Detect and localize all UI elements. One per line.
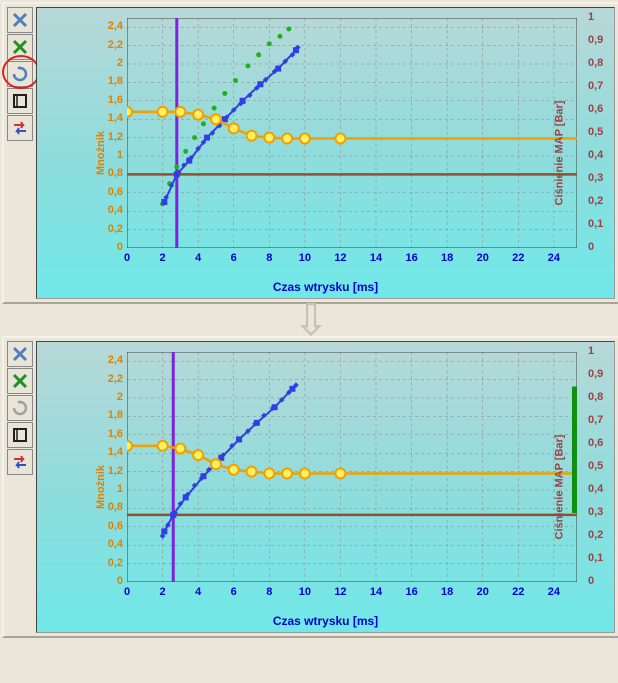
right-tick: 0,5 — [588, 126, 603, 138]
left-axis-label: Mnożnik — [95, 131, 107, 175]
left-tick: 0 — [117, 241, 123, 253]
left-tick: 2,2 — [108, 39, 123, 51]
right-tick: 0,4 — [588, 483, 603, 495]
left-tick: 1,4 — [108, 446, 123, 458]
left-tick: 0,2 — [108, 557, 123, 569]
left-tick: 0 — [117, 575, 123, 587]
x-tick: 24 — [548, 252, 560, 264]
x-tick: 12 — [334, 586, 346, 598]
left-tick: 0,4 — [108, 204, 123, 216]
right-tick: 0 — [588, 575, 594, 587]
left-tick: 0,4 — [108, 538, 123, 550]
left-tick: 1,6 — [108, 94, 123, 106]
right-tick: 0,8 — [588, 57, 603, 69]
chart-panel: 02468101214161820222400,20,40,60,811,21,… — [2, 336, 618, 638]
x-tick: 18 — [441, 252, 453, 264]
x-tick: 22 — [512, 252, 524, 264]
right-tick: 1 — [588, 345, 594, 357]
right-tick: 0,3 — [588, 506, 603, 518]
right-tick: 0,9 — [588, 368, 603, 380]
x-tick: 14 — [370, 586, 382, 598]
toolbar — [7, 341, 33, 633]
right-axis-label: Ciśnienie MAP [Bar] — [554, 435, 566, 540]
x-tick: 8 — [266, 586, 272, 598]
black-path-icon[interactable] — [7, 422, 33, 448]
left-axis-label: Mnożnik — [95, 465, 107, 509]
x-tick: 12 — [334, 252, 346, 264]
x-tick: 16 — [405, 586, 417, 598]
x-tick: 0 — [124, 252, 130, 264]
red-blue-swap-icon[interactable] — [7, 115, 33, 141]
right-tick: 0,7 — [588, 80, 603, 92]
refresh-syringe-icon[interactable] — [7, 395, 33, 421]
right-axis-label: Ciśnienie MAP [Bar] — [554, 101, 566, 206]
left-tick: 0,2 — [108, 223, 123, 235]
red-blue-swap-icon[interactable] — [7, 449, 33, 475]
left-tick: 1 — [117, 483, 123, 495]
right-tick: 0,5 — [588, 460, 603, 472]
x-tick: 4 — [195, 252, 201, 264]
toolbar — [7, 7, 33, 299]
x-tick: 10 — [299, 586, 311, 598]
right-tick: 0,3 — [588, 172, 603, 184]
chart-area: 02468101214161820222400,20,40,60,811,21,… — [36, 341, 615, 633]
right-tick: 0,6 — [588, 437, 603, 449]
left-tick: 2,4 — [108, 20, 123, 32]
x-tick: 20 — [477, 252, 489, 264]
left-tick: 1,8 — [108, 409, 123, 421]
right-tick: 0,2 — [588, 195, 603, 207]
x-tick: 0 — [124, 586, 130, 598]
left-tick: 0,8 — [108, 167, 123, 179]
x-tick: 16 — [405, 252, 417, 264]
x-tick: 10 — [299, 252, 311, 264]
x-tick: 2 — [160, 586, 166, 598]
right-tick: 0,4 — [588, 149, 603, 161]
x-tick: 24 — [548, 586, 560, 598]
chart-panel: 02468101214161820222400,20,40,60,811,21,… — [2, 2, 618, 304]
left-tick: 1,2 — [108, 131, 123, 143]
left-tick: 1 — [117, 149, 123, 161]
x-tick: 18 — [441, 586, 453, 598]
left-tick: 2,4 — [108, 354, 123, 366]
refresh-syringe-icon[interactable] — [7, 61, 33, 87]
x-tick: 22 — [512, 586, 524, 598]
plot-svg — [127, 18, 577, 248]
left-tick: 0,8 — [108, 501, 123, 513]
right-tick: 1 — [588, 11, 594, 23]
right-tick: 0,1 — [588, 218, 603, 230]
green-x-icon[interactable] — [7, 368, 33, 394]
green-x-icon[interactable] — [7, 34, 33, 60]
left-tick: 0,6 — [108, 186, 123, 198]
right-tick: 0,9 — [588, 34, 603, 46]
right-tick: 0,6 — [588, 103, 603, 115]
bottom-axis-label: Czas wtrysku [ms] — [273, 280, 378, 294]
bottom-axis-label: Czas wtrysku [ms] — [273, 614, 378, 628]
close-icon[interactable] — [7, 341, 33, 367]
arrow-down-icon: ⇩ — [2, 306, 618, 336]
left-tick: 1,2 — [108, 465, 123, 477]
x-tick: 4 — [195, 586, 201, 598]
right-tick: 0,2 — [588, 529, 603, 541]
left-tick: 2,2 — [108, 373, 123, 385]
plot-svg — [127, 352, 577, 582]
x-tick: 20 — [477, 586, 489, 598]
x-tick: 14 — [370, 252, 382, 264]
left-tick: 1,6 — [108, 428, 123, 440]
left-tick: 1,8 — [108, 75, 123, 87]
chart-area: 02468101214161820222400,20,40,60,811,21,… — [36, 7, 615, 299]
black-path-icon[interactable] — [7, 88, 33, 114]
x-tick: 6 — [231, 586, 237, 598]
right-tick: 0 — [588, 241, 594, 253]
left-tick: 2 — [117, 57, 123, 69]
x-tick: 8 — [266, 252, 272, 264]
x-tick: 6 — [231, 252, 237, 264]
right-tick: 0,7 — [588, 414, 603, 426]
left-tick: 1,4 — [108, 112, 123, 124]
close-icon[interactable] — [7, 7, 33, 33]
left-tick: 2 — [117, 391, 123, 403]
x-tick: 2 — [160, 252, 166, 264]
left-tick: 0,6 — [108, 520, 123, 532]
right-tick: 0,8 — [588, 391, 603, 403]
right-tick: 0,1 — [588, 552, 603, 564]
